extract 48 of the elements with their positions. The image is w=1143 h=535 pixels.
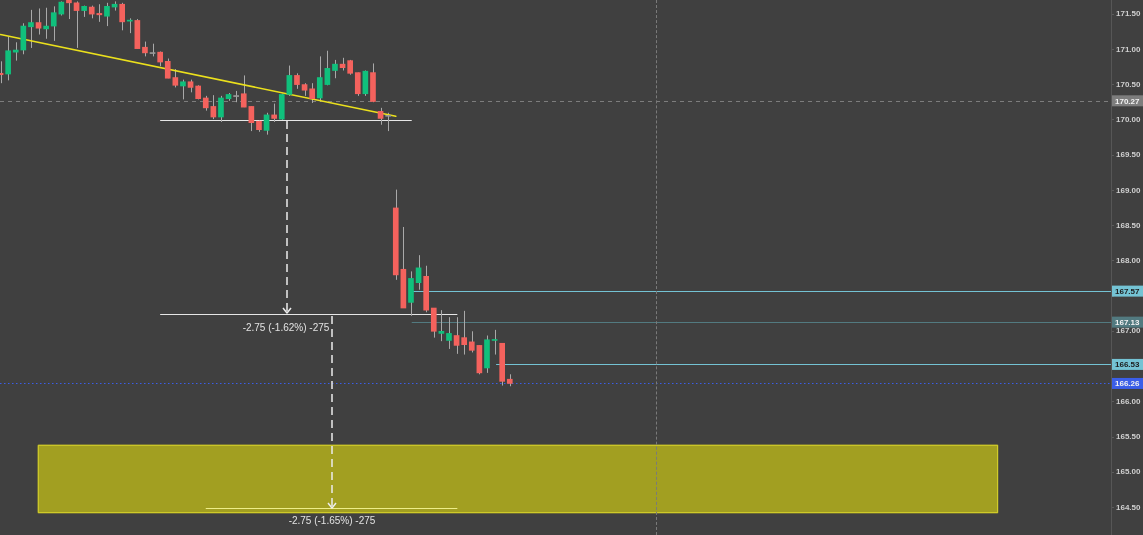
ref-line-label: 166.53 [1115,360,1141,370]
candlestick [218,95,224,123]
y-tick-label: 164.50 [1116,502,1142,512]
candlestick [104,2,110,27]
candlestick [271,103,277,123]
candlestick [164,58,171,79]
candlestick [43,7,49,40]
y-tick-label: 168.50 [1116,220,1142,230]
candlestick [286,65,293,97]
y-tick-label: 170.00 [1116,115,1142,125]
candlestick [446,316,452,350]
candlestick [461,310,468,356]
ref-line-label: 166.26 [1115,379,1141,389]
candlestick [316,55,323,102]
y-tick-label: 169.50 [1116,150,1142,160]
y-tick-label: 165.00 [1116,467,1142,477]
y-tick-label: 168.00 [1116,256,1142,266]
candlestick [354,72,361,97]
candlestick [468,330,475,353]
candlestick [28,9,34,49]
ref-line-label: 167.57 [1115,286,1141,296]
annotation: -2.75 (-1.62%) -275 [242,321,330,333]
candlestick [73,0,80,49]
ref-line-label: 167.13 [1115,317,1141,327]
candlestick [332,59,338,79]
annotation: -2.75 (-1.65%) -275 [288,514,376,526]
y-tick-label: 171.50 [1116,9,1142,19]
candlestick [180,79,186,100]
candlestick [35,7,42,36]
candlestick [309,82,315,104]
candlestick [5,36,11,81]
candlestick [119,2,125,31]
candlestick [453,316,460,355]
y-tick-label: 167.00 [1116,326,1142,336]
candlestick [50,5,57,42]
y-tick-label: 169.00 [1116,185,1142,195]
candlestick [385,112,391,132]
candlestick [491,329,498,356]
candlestick [66,0,72,20]
y-tick-label: 166.00 [1116,396,1142,406]
y-tick-label: 170.50 [1116,79,1142,89]
y-tick-label: 171.00 [1116,44,1142,54]
candlestick [172,68,179,88]
candlestick [240,74,247,108]
y-tick-label: 165.50 [1116,432,1142,442]
candlestick [438,309,445,342]
candlestick [430,307,437,339]
ref-line-label: 170.27 [1115,96,1141,106]
